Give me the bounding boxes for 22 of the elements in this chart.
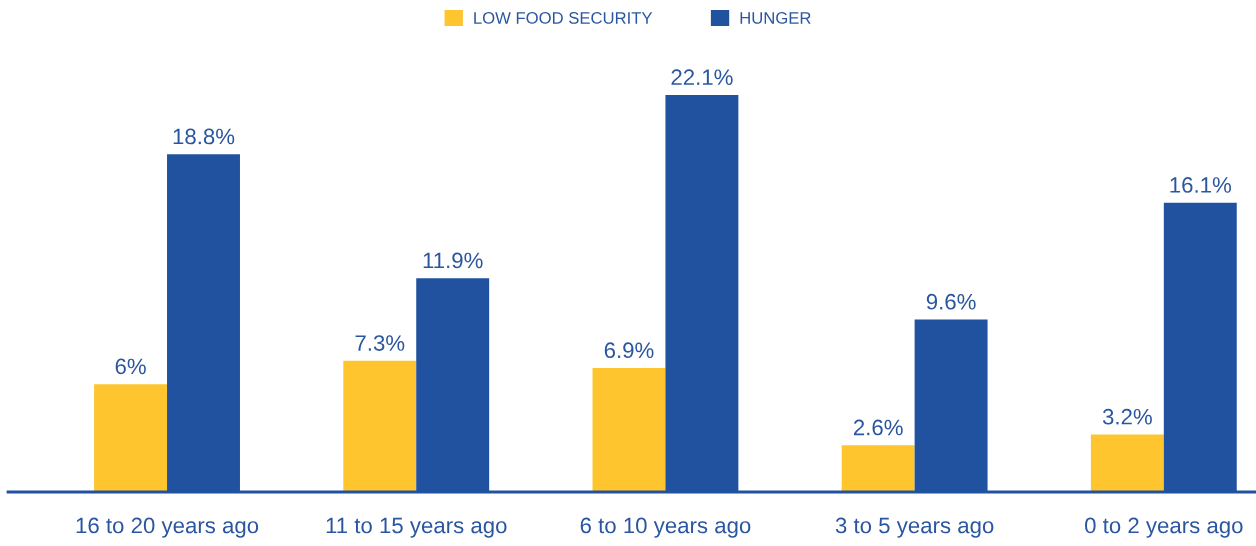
data-label: 16.1% bbox=[1170, 177, 1231, 193]
data-label: 6.9% bbox=[604, 342, 654, 359]
legend-label: HUNGER bbox=[740, 12, 811, 24]
bar bbox=[841, 445, 915, 492]
x-tick-label: 16 to 20 years ago bbox=[76, 517, 259, 538]
legend-label: LOW FOOD SECURITY bbox=[474, 12, 653, 24]
data-label: 7.3% bbox=[355, 335, 405, 351]
x-tick-label: 0 to 2 years ago bbox=[1085, 517, 1243, 538]
data-label: 22.1% bbox=[671, 69, 733, 85]
bar bbox=[343, 360, 417, 492]
x-tick-label: 6 to 10 years ago bbox=[580, 517, 751, 538]
bar bbox=[592, 368, 666, 492]
bar bbox=[1090, 434, 1164, 492]
data-label: 9.6% bbox=[926, 293, 976, 310]
bar bbox=[94, 384, 168, 492]
data-label: 11.9% bbox=[423, 252, 483, 269]
x-tick-label: 3 to 5 years ago bbox=[835, 517, 994, 538]
x-tick-label: 11 to 15 years ago bbox=[326, 517, 507, 538]
data-label: 18.8% bbox=[173, 128, 235, 145]
data-label: 3.2% bbox=[1102, 408, 1152, 425]
data-label: 6% bbox=[115, 358, 146, 375]
data-label: 2.6% bbox=[853, 419, 903, 436]
